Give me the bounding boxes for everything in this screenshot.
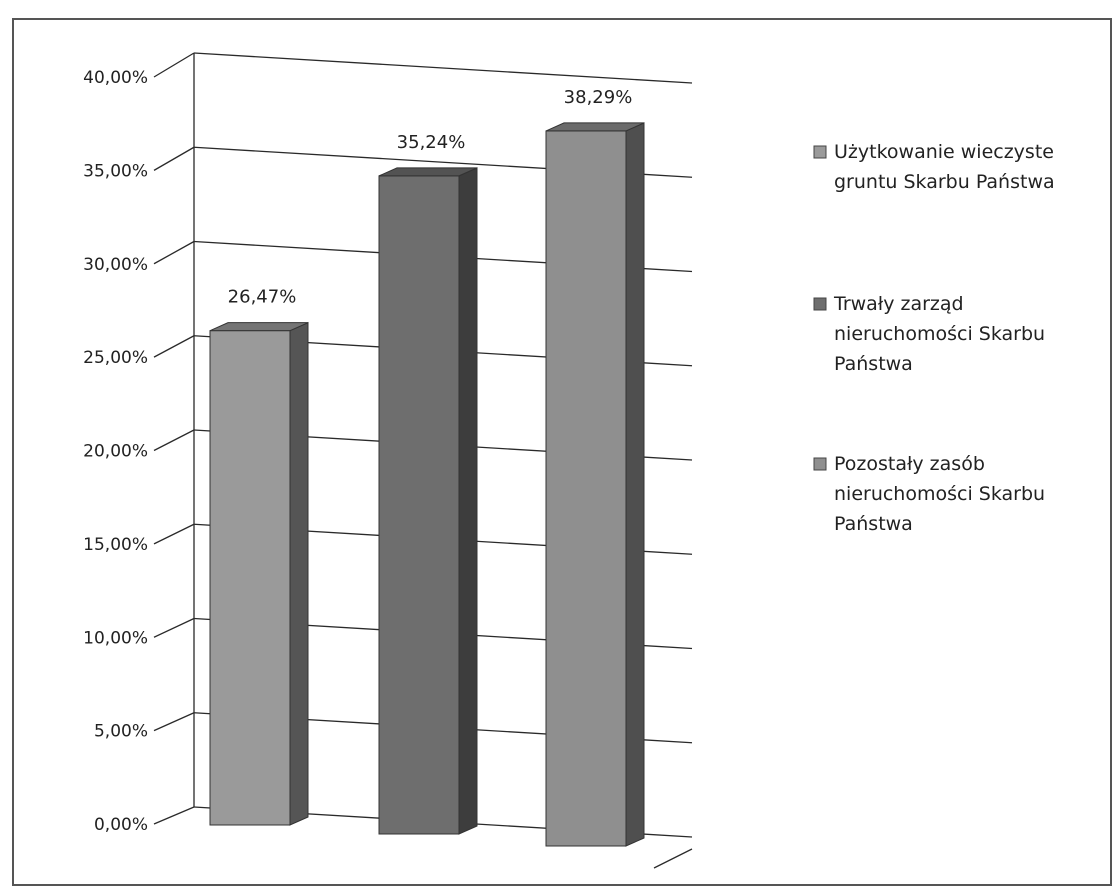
legend-swatch (813, 297, 827, 311)
bars (209, 122, 645, 847)
gridline-side (153, 240, 195, 265)
legend-label: gruntu Skarbu Państwa (834, 171, 1055, 193)
gridline-side (153, 146, 195, 171)
y-axis-ticks: 0,00% 5,00% 10,00% 15,00% 20,00% 25,00% 30,00%… (83, 68, 148, 835)
data-label: 38,29% (564, 87, 633, 108)
legend-label: Trwały zarząd (833, 293, 964, 315)
legend-label: Pozostały zasób (834, 453, 985, 475)
bar-top (378, 167, 478, 177)
legend-label: Państwa (834, 353, 913, 375)
gridline-side (153, 712, 195, 732)
bar-front (545, 130, 627, 847)
bar (209, 321, 309, 826)
bar (545, 122, 645, 847)
gridline (193, 52, 693, 84)
legend-label: Użytkowanie wieczyste (834, 141, 1054, 163)
floor-edge (653, 848, 693, 869)
legend-label: nieruchomości Skarbu (834, 323, 1045, 345)
y-tick-label: 10,00% (83, 628, 148, 648)
legend-entry: Pozostały zasób nieruchomości Skarbu Państ… (813, 453, 1045, 535)
gridline-side (153, 523, 195, 545)
legend-swatch (813, 457, 827, 471)
legend-entry: Użytkowanie wieczyste gruntu Skarbu Państ… (813, 141, 1055, 193)
y-tick-label: 35,00% (83, 161, 148, 181)
y-tick-label: 20,00% (83, 442, 148, 462)
bar-front (209, 330, 291, 826)
bar-top (209, 322, 309, 332)
gridline-side (153, 617, 195, 638)
bar-side (458, 167, 478, 835)
y-tick-label: 25,00% (83, 348, 148, 368)
chart-frame: 0,00% 5,00% 10,00% 15,00% 20,00% 25,00% 30,00%… (12, 18, 1112, 886)
gridline-side (153, 52, 195, 78)
bar-front (378, 175, 460, 835)
legend: Użytkowanie wieczyste gruntu Skarbu Państ… (813, 141, 1055, 535)
bar (378, 167, 478, 835)
y-tick-label: 40,00% (83, 68, 148, 88)
gridline-side (153, 335, 195, 358)
data-label: 35,24% (397, 132, 466, 153)
bar-chart: 0,00% 5,00% 10,00% 15,00% 20,00% 25,00% 30,00%… (83, 52, 1055, 869)
y-tick-label: 15,00% (83, 535, 148, 555)
legend-swatch (813, 145, 827, 159)
legend-label: Państwa (834, 513, 913, 535)
gridline-side (153, 806, 195, 825)
bar-side (625, 122, 645, 847)
bar-top (545, 122, 645, 132)
y-tick-label: 30,00% (83, 255, 148, 275)
y-tick-label: 0,00% (94, 815, 148, 835)
bar-side (289, 321, 309, 826)
gridline-side (153, 429, 195, 452)
y-tick-label: 5,00% (94, 722, 148, 742)
legend-label: nieruchomości Skarbu (834, 483, 1045, 505)
data-labels: 26,47% 35,24% 38,29% (228, 87, 633, 308)
legend-entry: Trwały zarząd nieruchomości Skarbu Państwa (813, 293, 1045, 375)
data-label: 26,47% (228, 287, 297, 308)
